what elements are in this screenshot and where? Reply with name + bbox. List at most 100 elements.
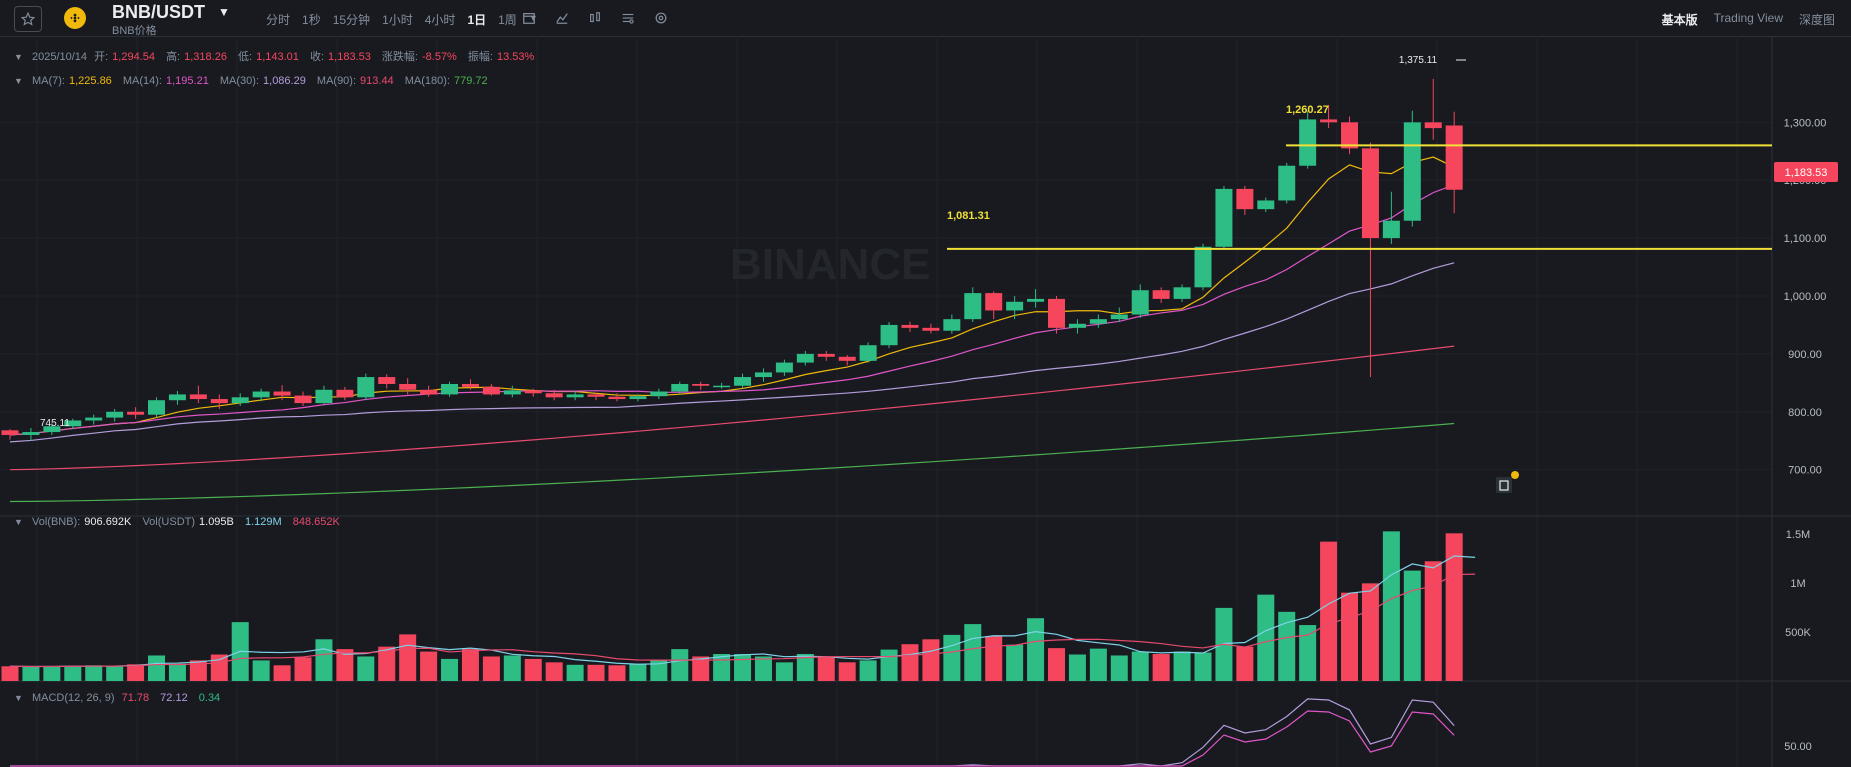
candle-body: [671, 384, 689, 392]
level-label-1: 1,260.27: [1286, 104, 1329, 116]
candle-body: [1068, 323, 1086, 328]
candle-body: [441, 384, 459, 395]
candle-body: [1215, 188, 1233, 247]
volume-legend: ▼ Vol(BNB): 906.692K Vol(USDT) 1.095B 1.12…: [14, 516, 340, 528]
view-depth[interactable]: 深度图: [1798, 13, 1835, 27]
star-icon: [21, 12, 35, 26]
ma90-line: [9, 345, 1455, 471]
candle-body: [273, 391, 291, 396]
candle-body: [1424, 122, 1442, 129]
candle-body: [210, 399, 228, 404]
candle-body: [1403, 122, 1421, 221]
collapse-icon: ▼: [14, 52, 23, 62]
watermark: BINANCE: [730, 240, 930, 289]
macd-signal-line: [10, 710, 1455, 767]
indicator-icon[interactable]: [553, 9, 571, 27]
candle-body: [880, 324, 898, 346]
candle-body: [650, 391, 668, 397]
volume-bar: [1194, 652, 1212, 681]
view-basic[interactable]: 基本版: [1661, 13, 1698, 27]
volume-bar: [252, 660, 270, 681]
level-label-2: 1,081.31: [947, 210, 990, 222]
interval-tab[interactable]: 15分钟: [332, 13, 371, 27]
macd-legend: ▼ MACD(12, 26, 9) 71.78 72.12 0.34: [14, 692, 221, 704]
volume-bar: [1320, 541, 1338, 681]
interval-tab[interactable]: 1周: [498, 13, 517, 27]
volume-bar: [357, 656, 375, 681]
ma7-line: [9, 156, 1455, 436]
candle-body: [1152, 290, 1170, 299]
volume-bar: [796, 654, 814, 681]
price-axis-tick: 700.00: [1788, 465, 1822, 477]
notification-icon[interactable]: [1496, 471, 1519, 493]
volume-bar: [985, 636, 1003, 681]
volume-bar: [880, 649, 898, 681]
interval-tab[interactable]: 分时: [266, 13, 291, 27]
candle-body: [168, 394, 186, 401]
volume-bar: [315, 639, 333, 681]
view-switch: 基本版 Trading View 深度图: [1662, 11, 1851, 28]
volume-bar: [1152, 654, 1170, 681]
volume-bar: [1173, 651, 1191, 681]
interval-tab-active[interactable]: 1日: [467, 13, 487, 27]
candle-body: [378, 377, 396, 384]
volume-bar: [461, 649, 479, 681]
volume-bar: [1006, 644, 1024, 681]
candlestick-chart[interactable]: BINANCE 1,300.001,200.001,100.001,000.00…: [0, 36, 1851, 767]
candle-body: [503, 390, 521, 395]
candle-body: [461, 384, 479, 387]
candle-body: [1320, 119, 1338, 123]
candle-body: [1445, 125, 1463, 190]
volume-bar: [587, 664, 605, 681]
gear-icon[interactable]: [652, 9, 670, 27]
interval-tab[interactable]: 1小时: [382, 13, 413, 27]
collapse-icon: ▼: [14, 517, 23, 527]
candle-body: [545, 393, 563, 398]
candle-body: [1110, 314, 1128, 320]
volume-bar: [901, 644, 919, 681]
annotation-high-label: 1,375.11: [1399, 55, 1438, 66]
interval-tab[interactable]: 4小时: [424, 13, 456, 27]
volume-bar: [1278, 611, 1296, 681]
favorite-star-button[interactable]: [14, 6, 42, 32]
interval-tab[interactable]: 1秒: [302, 13, 321, 27]
price-tag: 1,183.53: [1774, 162, 1838, 182]
view-tradingview[interactable]: Trading View: [1713, 11, 1783, 25]
candle-body: [629, 396, 647, 400]
candle-body: [336, 389, 354, 398]
ma14-line: [9, 184, 1455, 436]
volume-bar: [441, 658, 459, 681]
candle-body: [1278, 165, 1296, 201]
candle-body: [901, 324, 919, 328]
volume-bar: [399, 634, 417, 681]
volume-bar: [1048, 648, 1065, 681]
volume-bar: [734, 654, 752, 681]
pair-title[interactable]: BNB/USDT: [112, 2, 205, 22]
volume-bar: [420, 651, 438, 681]
volume-bar: [713, 654, 731, 681]
price-axis-tick: 1,100.00: [1784, 233, 1827, 245]
settings-sliders-icon[interactable]: [619, 9, 637, 27]
candle-body: [399, 384, 417, 390]
chart-tools: [520, 9, 685, 27]
top-toolbar: BNB/USDT ▼ BNB价格 分时 1秒 15分钟 1小时 4小时 1日 1…: [0, 0, 1851, 37]
volume-axis-tick: 500K: [1785, 627, 1811, 639]
candle-body: [524, 390, 542, 394]
volume-bar: [22, 666, 40, 681]
candle-body: [922, 327, 940, 331]
candle-body: [775, 362, 793, 373]
collapse-icon: ▼: [14, 693, 23, 703]
candle-body: [252, 391, 270, 398]
candle-body: [796, 353, 814, 363]
candle-body: [1131, 290, 1149, 315]
candle-body: [106, 411, 124, 418]
pair-dropdown-icon[interactable]: ▼: [218, 5, 230, 19]
volume-bar: [1341, 592, 1359, 681]
more-intervals-icon[interactable]: ▼: [528, 13, 538, 23]
candle-body: [754, 372, 772, 378]
volume-bar: [106, 666, 124, 681]
chart-type-icon[interactable]: [586, 9, 604, 27]
calendar-icon[interactable]: [520, 9, 538, 27]
volume-bar: [754, 656, 772, 681]
candle-body: [294, 395, 312, 404]
